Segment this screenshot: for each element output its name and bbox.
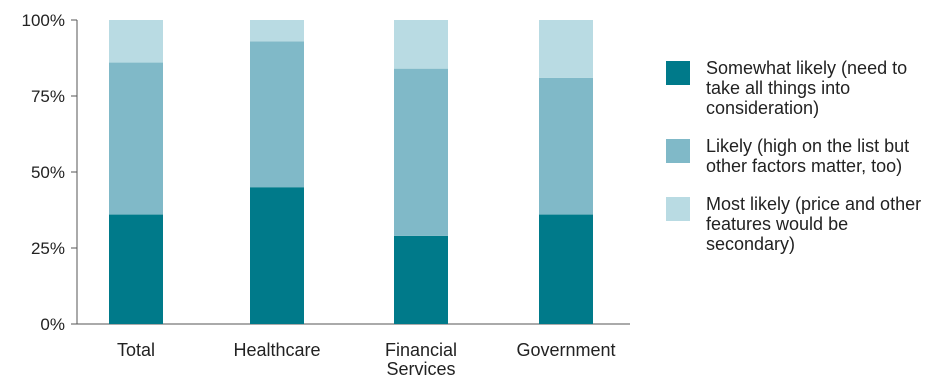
- bar-segment: [250, 187, 304, 324]
- bars-group: [109, 20, 593, 324]
- bar-segment: [250, 20, 304, 42]
- bar-segment: [109, 62, 163, 215]
- bar-segment: [539, 20, 593, 78]
- bar-segment: [109, 20, 163, 63]
- bar-segment: [394, 235, 448, 324]
- legend-swatch-likely: [666, 139, 690, 163]
- y-tick-label: 25%: [31, 239, 65, 258]
- legend-swatch-somewhat-likely: [666, 61, 690, 85]
- y-tick-label: 100%: [22, 11, 65, 30]
- bar-segment: [539, 77, 593, 215]
- bar-segment: [539, 214, 593, 324]
- y-tick-label: 50%: [31, 163, 65, 182]
- bar-segment: [250, 41, 304, 188]
- bar-segment: [394, 20, 448, 69]
- legend-item-somewhat-likely: Somewhat likely (need to take all things…: [666, 58, 936, 118]
- bar-segment: [394, 68, 448, 236]
- legend-item-most-likely: Most likely (price and other features wo…: [666, 194, 936, 254]
- legend-swatch-most-likely: [666, 197, 690, 221]
- legend-label-most-likely: Most likely (price and other features wo…: [706, 194, 922, 254]
- x-tick-label: Total: [117, 340, 155, 360]
- stacked-bar-chart: 0% 25% 50% 75% 100% Total Healthcare Financial…: [22, 11, 630, 377]
- x-axis-labels: Total Healthcare Financial Services Governme…: [117, 340, 616, 377]
- legend-label-somewhat-likely: Somewhat likely (need to take all things…: [706, 58, 908, 118]
- x-tick-label: Financial Services: [385, 340, 457, 377]
- y-tick-label: 0%: [40, 315, 65, 334]
- y-axis: 0% 25% 50% 75% 100%: [22, 11, 630, 334]
- legend: Somewhat likely (need to take all things…: [666, 58, 936, 272]
- legend-item-likely: Likely (high on the list but other facto…: [666, 136, 936, 176]
- legend-label-likely: Likely (high on the list but other facto…: [706, 136, 910, 176]
- x-tick-label: Government: [516, 340, 615, 360]
- bar-segment: [109, 214, 163, 324]
- x-tick-label: Healthcare: [233, 340, 320, 360]
- y-tick-label: 75%: [31, 87, 65, 106]
